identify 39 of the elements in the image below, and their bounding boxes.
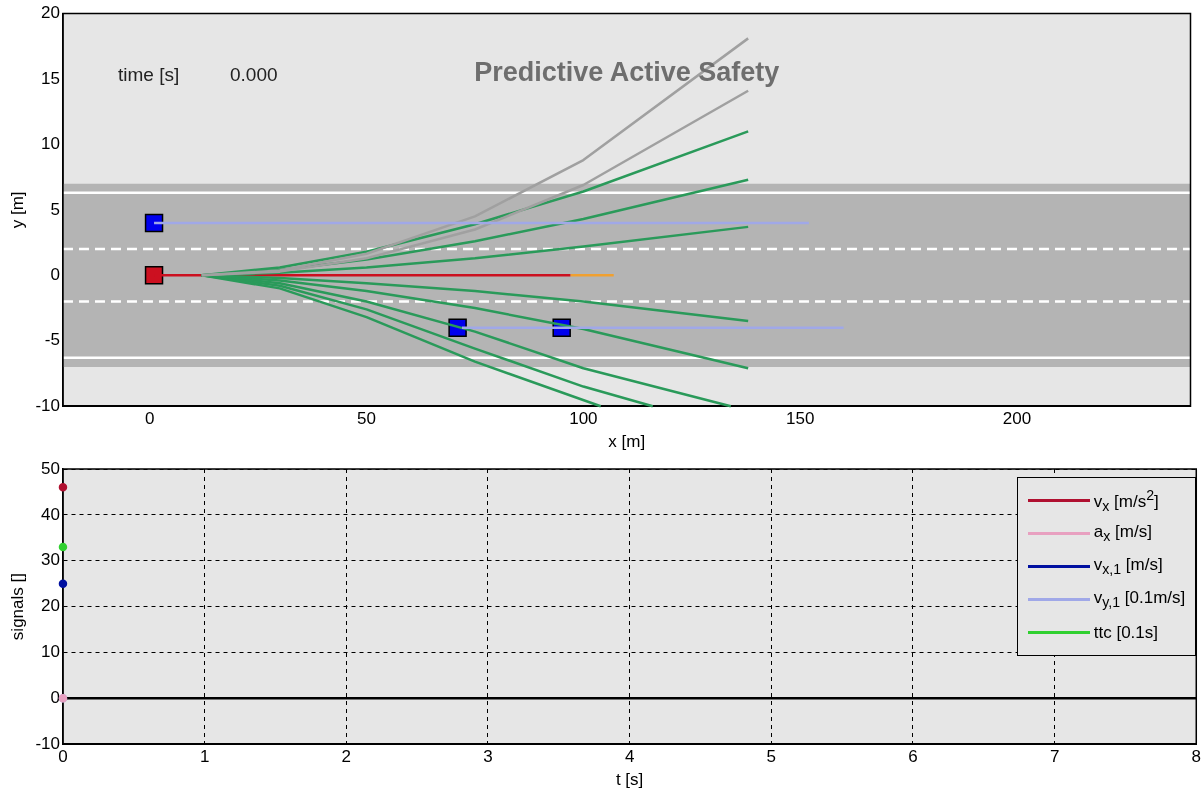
x-tick-label: 8: [1191, 747, 1202, 767]
legend-label: v$_{x,1}$ [m/s]: [1093, 555, 1163, 578]
y-tick-label: 50: [41, 458, 60, 478]
text: Predictive Active Safety: [474, 56, 780, 87]
y-tick-label: 30: [41, 550, 60, 570]
x-tick-label: 7: [1049, 747, 1060, 767]
y-axis-title: signals []: [7, 573, 27, 641]
x-tick-label: 50: [357, 409, 376, 429]
x-tick-label: 200: [1002, 409, 1032, 429]
legend-label: a$_{x}$ [m/s]: [1093, 522, 1152, 545]
legend-label: ttc [0.1s]: [1093, 622, 1158, 643]
x-tick-label: 5: [766, 747, 777, 767]
y-tick-label: 20: [41, 596, 60, 616]
y-tick-label: 20: [41, 3, 60, 23]
x-tick-label: 4: [624, 747, 635, 767]
legend-label: v$_{y,1}$ [0.1m/s]: [1093, 588, 1186, 611]
y-tick-label: 40: [41, 504, 60, 524]
y-tick-label: 10: [41, 134, 60, 154]
x-tick-label: 3: [483, 747, 493, 767]
y-tick-label: -5: [44, 330, 60, 350]
y-tick-label: -10: [35, 733, 60, 753]
x-tick-label: 150: [786, 409, 815, 429]
y-tick-label: 0: [50, 264, 60, 284]
y-tick-label: 15: [41, 68, 60, 88]
x-tick-label: 100: [569, 409, 598, 429]
x-tick-label: 2: [341, 747, 352, 767]
x-tick-label: 6: [908, 747, 918, 767]
y-axis-title: y [m]: [7, 191, 27, 229]
y-tick-label: 5: [50, 199, 60, 219]
x-tick-label: 1: [199, 747, 210, 767]
x-axis-title: x [m]: [608, 432, 646, 452]
annotation: time [s]: [117, 63, 180, 85]
x-tick-label: 0: [144, 409, 155, 429]
y-tick-label: 10: [41, 642, 60, 662]
y-tick-label: 0: [50, 688, 60, 708]
annotation: 0.000: [229, 63, 278, 85]
x-axis-title: t [s]: [615, 770, 644, 790]
legend-label: v$_{x}$ [m/s$^{2}$]: [1093, 486, 1159, 515]
y-tick-label: -10: [35, 395, 60, 415]
